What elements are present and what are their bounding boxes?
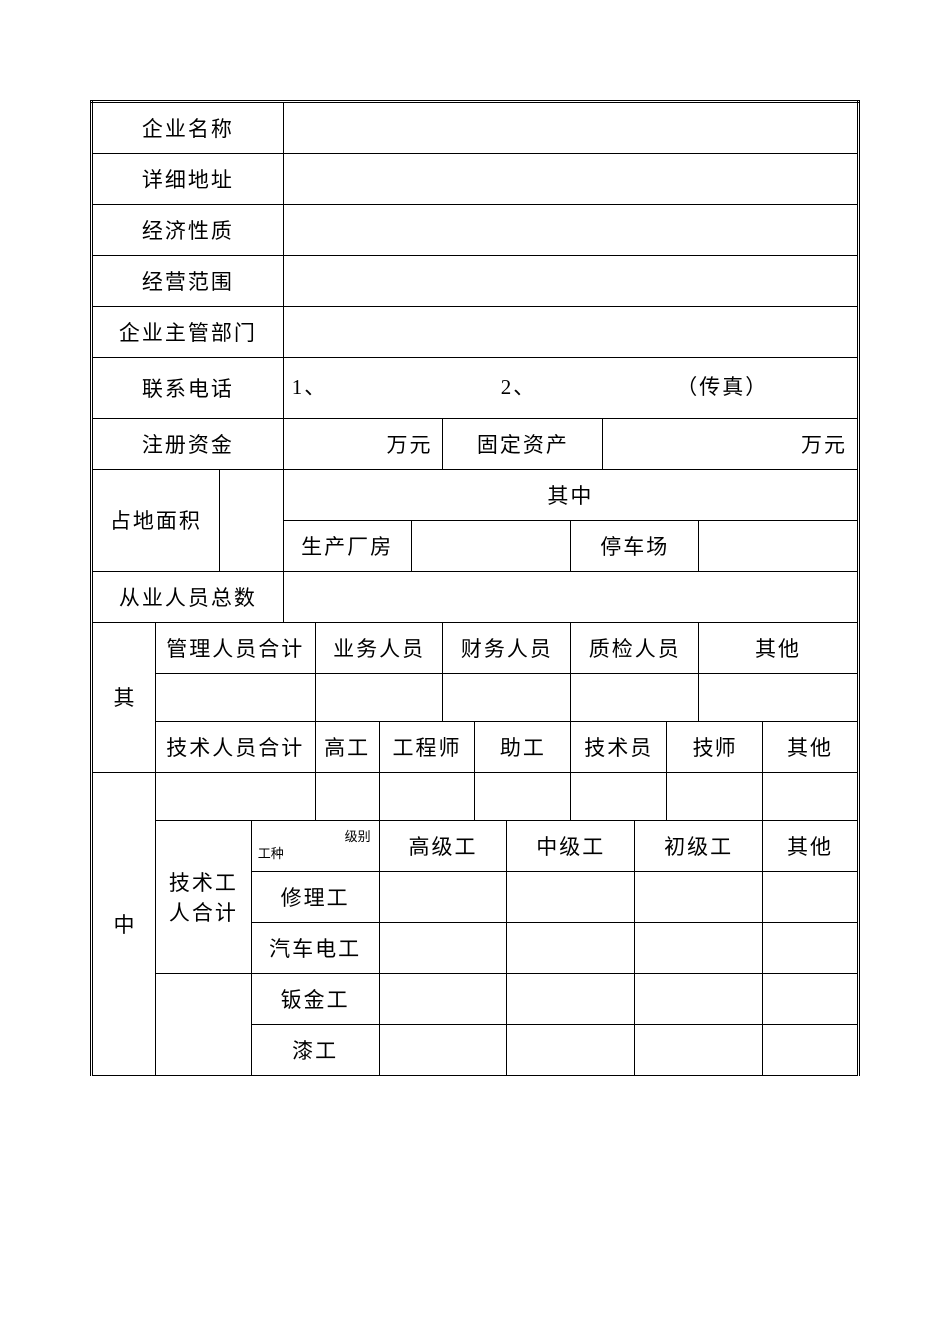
field-business-scope[interactable] (283, 256, 858, 307)
field-other-mgmt[interactable] (699, 673, 859, 721)
field-mgmt-total[interactable] (155, 673, 315, 721)
field-engineer[interactable] (379, 772, 475, 820)
label-skill-master: 技师 (667, 721, 763, 772)
field-sheetmetal-senior[interactable] (379, 973, 507, 1024)
field-repair-mid[interactable] (507, 871, 635, 922)
field-tech-total[interactable] (155, 772, 315, 820)
label-land-area: 占地面积 (92, 469, 220, 571)
field-qc-staff[interactable] (571, 673, 699, 721)
field-electrician-senior[interactable] (379, 922, 507, 973)
label-company-name: 企业名称 (92, 102, 284, 154)
field-business-staff[interactable] (315, 673, 443, 721)
field-senior-eng[interactable] (315, 772, 379, 820)
field-tech-worker-blank[interactable] (155, 973, 251, 1075)
field-total-employees[interactable] (283, 571, 858, 622)
field-phone[interactable]: 1、 2、 （传真） (283, 358, 858, 419)
label-economic-nature: 经济性质 (92, 205, 284, 256)
label-business-staff: 业务人员 (315, 622, 443, 673)
field-electrician-mid[interactable] (507, 922, 635, 973)
label-worktype: 工种 (258, 846, 377, 863)
field-repair-senior[interactable] (379, 871, 507, 922)
label-other-tech: 其他 (763, 721, 859, 772)
label-among: 其中 (283, 469, 858, 520)
field-fixed-assets[interactable]: 万元 (603, 418, 859, 469)
field-sheetmetal-mid[interactable] (507, 973, 635, 1024)
label-level-worktype: 级别 工种 (251, 820, 379, 871)
label-zhong: 中 (92, 772, 156, 1075)
label-mgmt-total: 管理人员合计 (155, 622, 315, 673)
label-other-worker: 其他 (763, 820, 859, 871)
field-production-plant[interactable] (411, 520, 571, 571)
label-assist-eng: 助工 (475, 721, 571, 772)
field-assist-eng[interactable] (475, 772, 571, 820)
field-registered-capital[interactable]: 万元 (283, 418, 443, 469)
label-supervisor: 企业主管部门 (92, 307, 284, 358)
label-auto-electrician: 汽车电工 (251, 922, 379, 973)
enterprise-info-table: 企业名称 详细地址 经济性质 经营范围 企业主管部门 联系电话 1、 2、 （传… (90, 100, 860, 1076)
label-senior-eng: 高工 (315, 721, 379, 772)
field-other-tech[interactable] (763, 772, 859, 820)
label-level: 级别 (258, 829, 377, 846)
label-address: 详细地址 (92, 154, 284, 205)
field-painter-senior[interactable] (379, 1024, 507, 1075)
label-tech-total: 技术人员合计 (155, 721, 315, 772)
field-finance-staff[interactable] (443, 673, 571, 721)
field-repair-other[interactable] (763, 871, 859, 922)
label-finance-staff: 财务人员 (443, 622, 571, 673)
field-technician[interactable] (571, 772, 667, 820)
field-economic-nature[interactable] (283, 205, 858, 256)
label-mid-worker: 中级工 (507, 820, 635, 871)
field-land-area[interactable] (219, 469, 283, 571)
label-qi: 其 (92, 622, 156, 772)
field-repair-junior[interactable] (635, 871, 763, 922)
field-sheetmetal-other[interactable] (763, 973, 859, 1024)
label-senior-worker: 高级工 (379, 820, 507, 871)
label-parking: 停车场 (571, 520, 699, 571)
field-address[interactable] (283, 154, 858, 205)
label-production-plant: 生产厂房 (283, 520, 411, 571)
field-electrician-other[interactable] (763, 922, 859, 973)
label-registered-capital: 注册资金 (92, 418, 284, 469)
field-painter-other[interactable] (763, 1024, 859, 1075)
label-technician: 技术员 (571, 721, 667, 772)
field-sheetmetal-junior[interactable] (635, 973, 763, 1024)
label-engineer: 工程师 (379, 721, 475, 772)
label-repair-worker: 修理工 (251, 871, 379, 922)
label-fixed-assets: 固定资产 (443, 418, 603, 469)
field-parking[interactable] (699, 520, 859, 571)
label-junior-worker: 初级工 (635, 820, 763, 871)
field-skill-master[interactable] (667, 772, 763, 820)
field-supervisor[interactable] (283, 307, 858, 358)
label-sheet-metal: 钣金工 (251, 973, 379, 1024)
label-other-mgmt: 其他 (699, 622, 859, 673)
label-tech-worker-total: 技术工人合计 (155, 820, 251, 973)
label-business-scope: 经营范围 (92, 256, 284, 307)
field-painter-mid[interactable] (507, 1024, 635, 1075)
label-painter: 漆工 (251, 1024, 379, 1075)
label-qc-staff: 质检人员 (571, 622, 699, 673)
field-company-name[interactable] (283, 102, 858, 154)
field-electrician-junior[interactable] (635, 922, 763, 973)
label-phone: 联系电话 (92, 358, 284, 419)
label-total-employees: 从业人员总数 (92, 571, 284, 622)
field-painter-junior[interactable] (635, 1024, 763, 1075)
